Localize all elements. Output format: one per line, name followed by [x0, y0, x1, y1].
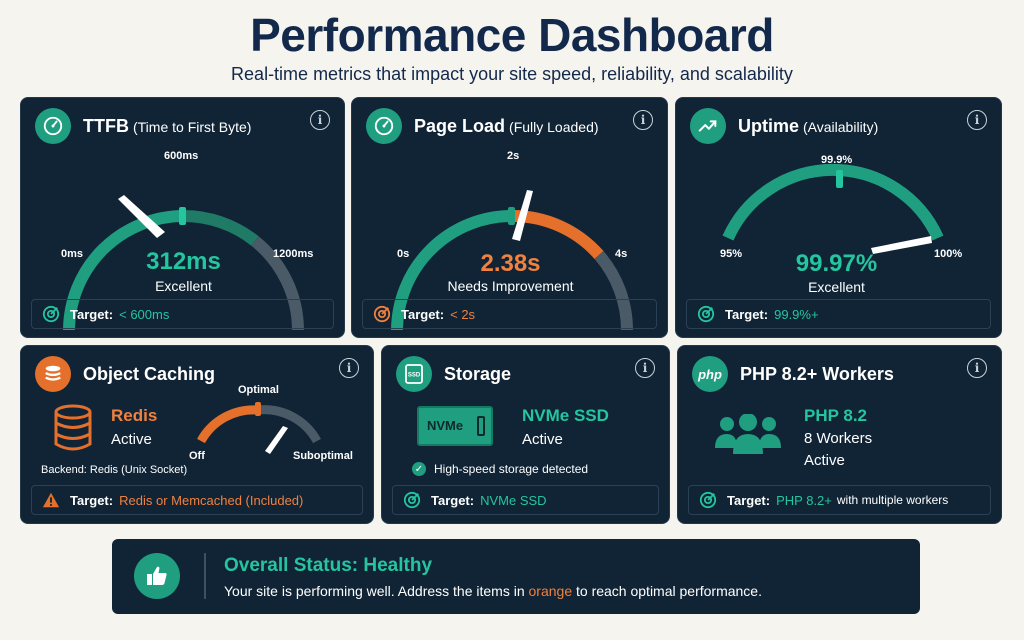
- uptime-target: Target: 99.9%+: [686, 299, 991, 329]
- storage-note: ✓ High-speed storage detected: [412, 462, 588, 476]
- ttfb-min-label: 0ms: [61, 248, 84, 260]
- caching-status: Active: [111, 431, 152, 448]
- php-name: PHP 8.2: [804, 406, 868, 425]
- info-icon[interactable]: i: [635, 358, 655, 378]
- caching-name: Redis: [111, 406, 158, 425]
- ttfb-target: Target: < 600ms: [31, 299, 334, 329]
- pageload-card: Page Load (Fully Loaded) i 2s 0s 4s 2.38s…: [351, 97, 668, 338]
- uptime-status: Excellent: [808, 279, 865, 295]
- pageload-mid-label: 2s: [507, 150, 520, 162]
- uptime-title: Uptime (Availability): [738, 115, 879, 136]
- caching-card: Object Caching i Redis Active Backend: R…: [20, 345, 374, 524]
- ttfb-value: 312ms: [146, 248, 221, 275]
- overall-title: Overall Status: Healthy: [224, 555, 433, 576]
- target-icon: [42, 305, 60, 323]
- caching-target: Target: Redis or Memcached (Included): [31, 485, 363, 515]
- layers-icon: [35, 356, 71, 392]
- pageload-gauge: [391, 190, 633, 331]
- ttfb-max-label: 1200ms: [273, 248, 314, 260]
- info-icon[interactable]: i: [967, 110, 987, 130]
- uptime-max-label: 100%: [934, 248, 963, 260]
- page-title: Performance Dashboard: [250, 9, 774, 61]
- ttfb-gauge: [63, 195, 304, 331]
- target-icon: [373, 305, 391, 323]
- nvme-chip: NVMe: [417, 406, 493, 446]
- target-icon: [697, 305, 715, 323]
- uptime-min-label: 95%: [720, 248, 743, 260]
- info-icon[interactable]: i: [339, 358, 359, 378]
- ttfb-card: TTFB (Time to First Byte) i 600ms 0ms 120…: [20, 97, 345, 338]
- page-subtitle: Real-time metrics that impact your site …: [231, 64, 793, 84]
- php-target: Target: PHP 8.2+ with multiple workers: [688, 485, 991, 515]
- php-status: Active: [804, 452, 845, 469]
- uptime-value: 99.97%: [795, 250, 878, 277]
- target-icon: [403, 491, 421, 509]
- pageload-min-label: 0s: [397, 248, 410, 260]
- info-icon[interactable]: i: [310, 110, 330, 130]
- ttfb-mid-label: 600ms: [164, 150, 199, 162]
- caching-gauge-max: Suboptimal: [293, 450, 353, 462]
- storage-title: Storage: [444, 363, 512, 384]
- storage-card: SSD Storage i NVMe NVMe SSD Active ✓ Hig…: [381, 345, 670, 524]
- info-icon[interactable]: i: [633, 110, 653, 130]
- overall-status-banner: Overall Status: Healthy Your site is per…: [112, 539, 920, 614]
- uptime-card: Uptime (Availability) i 99.9% 95% 100% 99…: [675, 97, 1002, 338]
- info-icon[interactable]: i: [967, 358, 987, 378]
- caching-title: Object Caching: [83, 363, 216, 384]
- database-icon: [54, 404, 92, 451]
- caching-gauge-min: Off: [189, 450, 205, 462]
- pageload-value: 2.38s: [480, 250, 541, 277]
- pageload-title: Page Load (Fully Loaded): [414, 115, 599, 136]
- check-icon: ✓: [412, 462, 426, 476]
- target-icon: [699, 491, 717, 509]
- pageload-target: Target: < 2s: [362, 299, 657, 329]
- trend-up-icon: [690, 108, 726, 144]
- storage-name: NVMe SSD: [522, 406, 609, 425]
- pageload-max-label: 4s: [615, 248, 628, 260]
- warning-icon: [42, 491, 60, 509]
- thumbs-up-icon: [134, 553, 180, 599]
- php-logo-icon: php: [692, 356, 728, 392]
- uptime-gauge: [722, 163, 944, 254]
- storage-target: Target: NVMe SSD: [392, 485, 659, 515]
- overall-text: Your site is performing well. Address th…: [224, 583, 762, 599]
- ttfb-title: TTFB (Time to First Byte): [83, 115, 252, 136]
- uptime-mid-label: 99.9%: [821, 154, 853, 166]
- ttfb-status: Excellent: [155, 278, 212, 294]
- caching-gauge-mid: Optimal: [238, 384, 279, 396]
- speedometer-icon: [35, 108, 71, 144]
- php-title: PHP 8.2+ Workers: [740, 363, 894, 384]
- ssd-icon: SSD: [396, 356, 432, 392]
- caching-backend: Backend: Redis (Unix Socket): [41, 464, 188, 476]
- storage-status: Active: [522, 431, 563, 448]
- speedometer-icon: [366, 108, 402, 144]
- svg-text:SSD: SSD: [408, 373, 421, 379]
- php-card: php PHP 8.2+ Workers i PHP 8.2 8 Workers…: [677, 345, 1002, 524]
- users-icon: [715, 414, 781, 454]
- pageload-status: Needs Improvement: [447, 278, 574, 294]
- caching-gauge: [197, 402, 321, 454]
- divider: [204, 553, 206, 599]
- php-workers: 8 Workers: [804, 430, 873, 447]
